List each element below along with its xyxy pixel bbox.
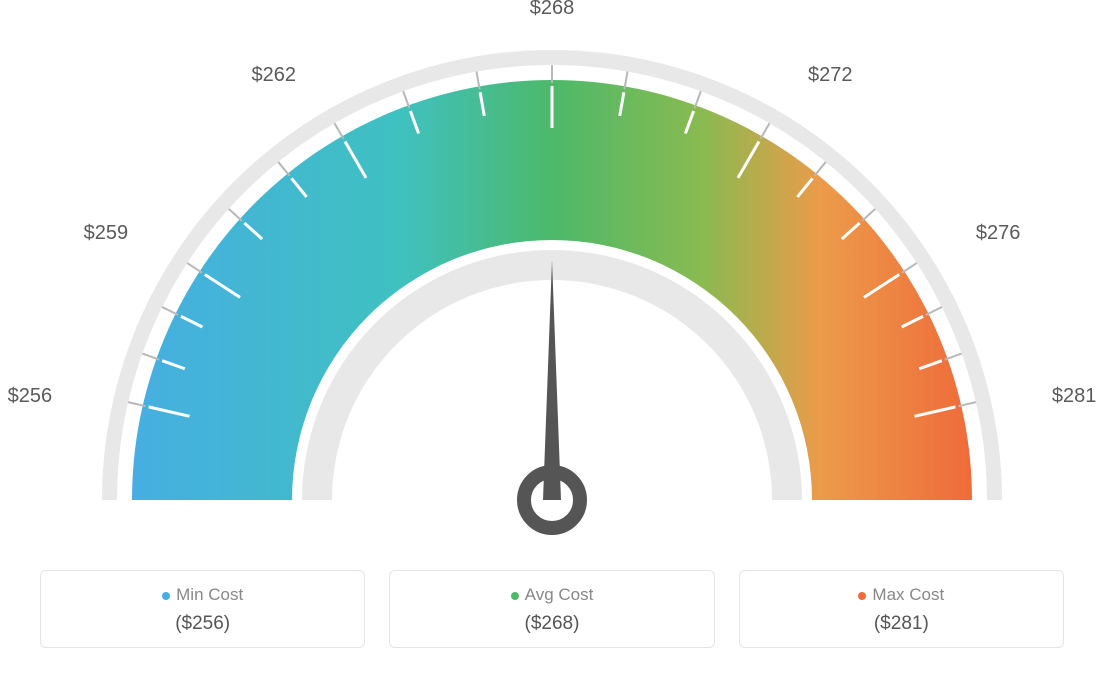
svg-text:$259: $259 — [84, 222, 129, 244]
legend-label-text: Min Cost — [176, 585, 243, 604]
svg-text:$272: $272 — [808, 64, 853, 86]
legend: Min Cost ($256) Avg Cost ($268) Max Cost… — [0, 570, 1104, 648]
legend-value-min: ($256) — [51, 613, 354, 635]
legend-value-max: ($281) — [750, 613, 1053, 635]
legend-label-min: Min Cost — [51, 585, 354, 605]
legend-label-text: Max Cost — [872, 585, 944, 604]
gauge-chart: $256 $259 $262 $268 $272 $276 $281 — [0, 0, 1104, 560]
legend-value-avg: ($268) — [400, 613, 703, 635]
svg-text:$281: $281 — [1052, 385, 1097, 407]
legend-label-avg: Avg Cost — [400, 585, 703, 605]
legend-item-max: Max Cost ($281) — [739, 570, 1064, 648]
legend-item-avg: Avg Cost ($268) — [389, 570, 714, 648]
dot-icon — [162, 592, 170, 600]
gauge-area: $256 $259 $262 $268 $272 $276 $281 — [0, 0, 1104, 560]
legend-label-text: Avg Cost — [525, 585, 594, 604]
svg-text:$262: $262 — [252, 64, 297, 86]
dot-icon — [858, 592, 866, 600]
cost-gauge-widget: $256 $259 $262 $268 $272 $276 $281 Min Cost ($… — [0, 0, 1104, 690]
svg-text:$268: $268 — [530, 0, 575, 19]
dot-icon — [511, 592, 519, 600]
legend-item-min: Min Cost ($256) — [40, 570, 365, 648]
svg-text:$256: $256 — [8, 385, 53, 407]
legend-label-max: Max Cost — [750, 585, 1053, 605]
svg-text:$276: $276 — [976, 222, 1021, 244]
